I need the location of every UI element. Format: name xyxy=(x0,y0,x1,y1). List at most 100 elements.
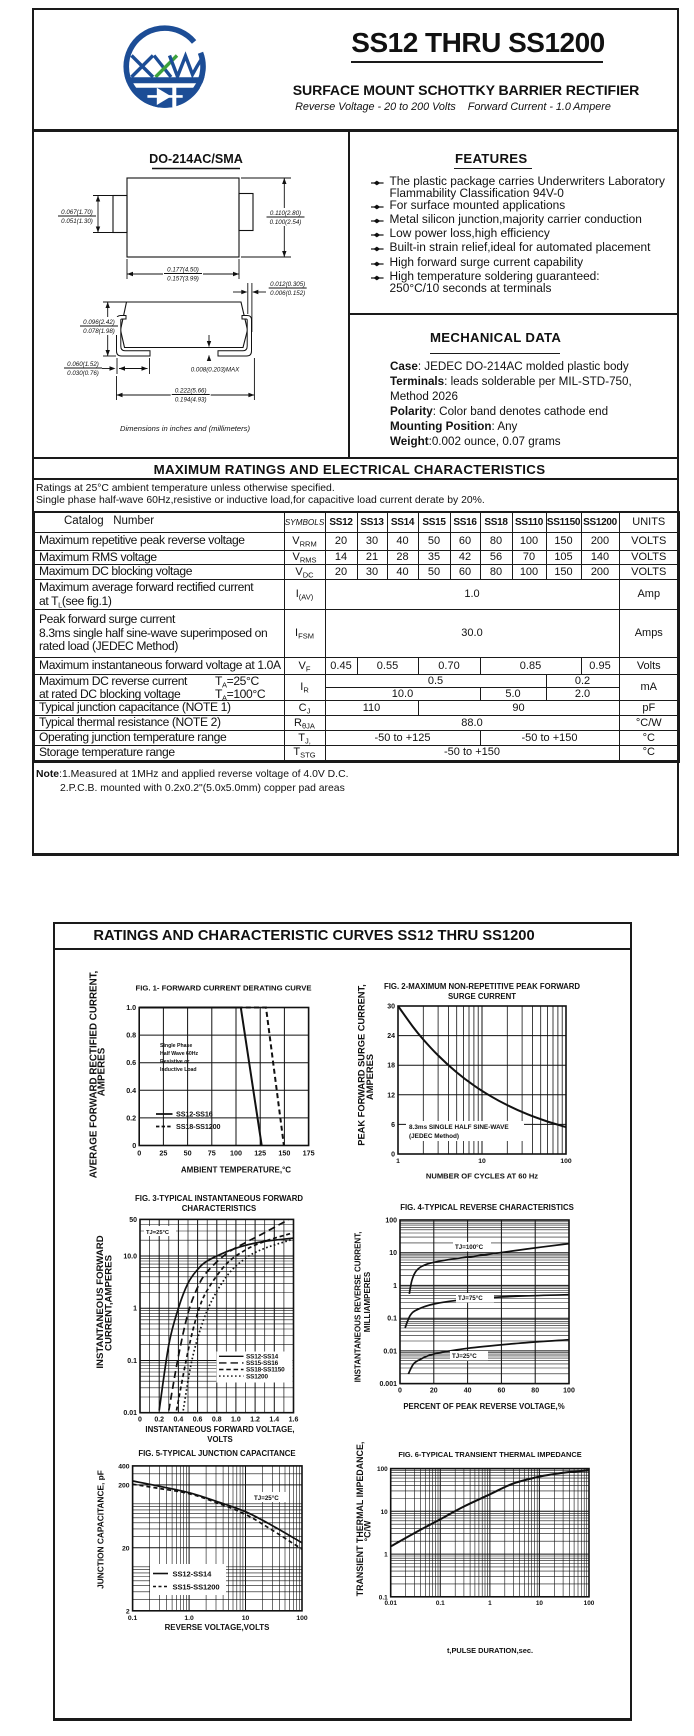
svg-text:FIG. 3-TYPICAL INSTANTANEOUS F: FIG. 3-TYPICAL INSTANTANEOUS FORWARD xyxy=(135,1194,303,1203)
svg-text:0.8: 0.8 xyxy=(126,1031,136,1040)
svg-text:AMPERES: AMPERES xyxy=(97,1047,108,1096)
svg-text:FIG. 4-TYPICAL REVERSE CHARACT: FIG. 4-TYPICAL REVERSE CHARACTERISTICS xyxy=(400,1203,574,1212)
svg-text:0.2: 0.2 xyxy=(154,1417,164,1424)
svg-text:0.012(0.305): 0.012(0.305) xyxy=(270,281,305,288)
svg-text:DO-214AC/SMA: DO-214AC/SMA xyxy=(149,152,243,166)
svg-text:0.060(1.52): 0.060(1.52) xyxy=(67,361,99,368)
svg-text:0.01: 0.01 xyxy=(123,1410,137,1417)
svg-text:SS18-SS1150: SS18-SS1150 xyxy=(246,1367,285,1374)
svg-text:0.078(1.98): 0.078(1.98) xyxy=(83,328,115,335)
svg-text:Half Wave 60Hz: Half Wave 60Hz xyxy=(160,1051,199,1057)
svg-text:SS12-SS16: SS12-SS16 xyxy=(176,1110,213,1119)
svg-text:1.2: 1.2 xyxy=(250,1417,260,1424)
svg-text:0: 0 xyxy=(398,1388,402,1395)
svg-text:0.177(4.50): 0.177(4.50) xyxy=(167,266,199,273)
svg-text:0.222(5.66): 0.222(5.66) xyxy=(175,387,207,394)
svg-text:TRANSIENT THERMAL IMPEDANCE,: TRANSIENT THERMAL IMPEDANCE, xyxy=(355,1442,365,1597)
svg-text:80: 80 xyxy=(531,1388,539,1395)
svg-text:20: 20 xyxy=(122,1545,130,1552)
svg-text:10.0: 10.0 xyxy=(123,1254,137,1261)
svg-text:100: 100 xyxy=(584,1600,595,1607)
svg-text:NUMBER OF CYCLES AT 60 Hz: NUMBER OF CYCLES AT 60 Hz xyxy=(426,1172,538,1181)
svg-text:(JEDEC Method): (JEDEC Method) xyxy=(409,1133,459,1140)
svg-text:0.01: 0.01 xyxy=(384,1600,397,1607)
svg-text:24: 24 xyxy=(387,1033,395,1040)
svg-text:6: 6 xyxy=(391,1122,395,1129)
svg-text:TJ=100°C: TJ=100°C xyxy=(455,1244,484,1251)
svg-text:AMPERES: AMPERES xyxy=(365,1054,375,1100)
svg-text:25: 25 xyxy=(159,1149,167,1158)
svg-text:1: 1 xyxy=(393,1283,397,1290)
svg-text:0.110(2.80): 0.110(2.80) xyxy=(270,210,301,217)
svg-text:50: 50 xyxy=(184,1149,192,1158)
svg-text:400: 400 xyxy=(118,1463,130,1470)
svg-text:VOLTS: VOLTS xyxy=(207,1435,232,1444)
svg-text:50: 50 xyxy=(129,1217,137,1224)
svg-text:Resistive or: Resistive or xyxy=(160,1059,189,1065)
svg-text:PERCENT OF PEAK REVERSE VOLTAG: PERCENT OF PEAK REVERSE VOLTAGE,% xyxy=(403,1402,564,1411)
svg-text:AVERAGE FORWARD RECTIFIED CURR: AVERAGE FORWARD RECTIFIED CURRENT, xyxy=(89,970,100,1178)
svg-text:10: 10 xyxy=(242,1615,250,1622)
svg-text:REVERSE VOLTAGE,VOLTS: REVERSE VOLTAGE,VOLTS xyxy=(165,1623,270,1632)
svg-text:1: 1 xyxy=(396,1158,400,1165)
svg-text:100: 100 xyxy=(560,1158,572,1165)
svg-text:TJ=75°C: TJ=75°C xyxy=(458,1295,483,1302)
svg-text:INSTANTANEOUS FORWARD: INSTANTANEOUS FORWARD xyxy=(95,1235,106,1368)
svg-text:FIG. 2-MAXIMUM NON-REPETITIVE: FIG. 2-MAXIMUM NON-REPETITIVE PEAK FORWA… xyxy=(384,982,580,991)
svg-text:0: 0 xyxy=(137,1149,141,1158)
svg-text:0.6: 0.6 xyxy=(126,1058,136,1067)
svg-text:TJ=25°C: TJ=25°C xyxy=(146,1230,170,1236)
svg-text:FIG. 5-TYPICAL JUNCTION CAPACI: FIG. 5-TYPICAL JUNCTION CAPACITANCE xyxy=(138,1449,295,1458)
svg-text:1.0: 1.0 xyxy=(184,1615,194,1622)
svg-text:0.100(2.54): 0.100(2.54) xyxy=(270,219,302,226)
svg-text:SS15-SS1200: SS15-SS1200 xyxy=(173,1582,220,1591)
svg-text:0.4: 0.4 xyxy=(174,1417,184,1424)
svg-text:100: 100 xyxy=(377,1466,388,1473)
svg-text:75: 75 xyxy=(208,1149,216,1158)
svg-text:AMBIENT TEMPERATURE,°C: AMBIENT TEMPERATURE,°C xyxy=(181,1166,291,1175)
svg-text:FIG. 6-TYPICAL TRANSIENT THERM: FIG. 6-TYPICAL TRANSIENT THERMAL IMPEDAN… xyxy=(398,1450,581,1459)
svg-text:100: 100 xyxy=(385,1218,397,1225)
svg-text:0: 0 xyxy=(391,1152,395,1159)
svg-text:100: 100 xyxy=(296,1615,308,1622)
svg-text:0.067(1.70): 0.067(1.70) xyxy=(61,209,93,216)
svg-text:10: 10 xyxy=(536,1600,544,1607)
svg-text:0.1: 0.1 xyxy=(379,1594,388,1601)
svg-text:MILLIAMPERES: MILLIAMPERES xyxy=(363,1271,372,1332)
svg-text:100: 100 xyxy=(230,1149,242,1158)
svg-text:0.1: 0.1 xyxy=(128,1615,138,1622)
svg-text:SS12-SS14: SS12-SS14 xyxy=(246,1354,279,1361)
svg-text:0.01: 0.01 xyxy=(383,1348,397,1355)
svg-text:0.008(0.203)MAX: 0.008(0.203)MAX xyxy=(191,367,240,374)
svg-text:175: 175 xyxy=(303,1149,315,1158)
svg-text:Single Phase: Single Phase xyxy=(160,1043,192,1049)
svg-text:0.6: 0.6 xyxy=(193,1417,203,1424)
svg-text:TJ=25°C: TJ=25°C xyxy=(452,1353,477,1360)
svg-text:10: 10 xyxy=(478,1158,486,1165)
svg-text:SS18-SS1200: SS18-SS1200 xyxy=(176,1122,221,1131)
svg-text:SS15-SS16: SS15-SS16 xyxy=(246,1360,279,1367)
svg-text:Dimensions in inches and (mill: Dimensions in inches and (millimeters) xyxy=(120,424,250,433)
svg-text:CHARACTERISTICS: CHARACTERISTICS xyxy=(182,1204,257,1213)
svg-text:1: 1 xyxy=(133,1306,137,1313)
svg-text:0.1: 0.1 xyxy=(387,1316,397,1323)
svg-text:1.0: 1.0 xyxy=(231,1417,241,1424)
svg-text:0.096(2.42): 0.096(2.42) xyxy=(83,319,115,326)
svg-text:1.0: 1.0 xyxy=(126,1003,136,1012)
svg-text:12: 12 xyxy=(387,1092,395,1099)
svg-text:10: 10 xyxy=(381,1509,389,1516)
svg-text:18: 18 xyxy=(387,1063,395,1070)
svg-text:INSTANTANEOUS REVERSE CURRENT,: INSTANTANEOUS REVERSE CURRENT, xyxy=(354,1232,363,1383)
svg-text:1: 1 xyxy=(384,1552,388,1559)
svg-text:0: 0 xyxy=(138,1417,142,1424)
svg-text:INSTANTANEOUS FORWARD VOLTAGE,: INSTANTANEOUS FORWARD VOLTAGE, xyxy=(145,1425,294,1434)
svg-text:0.194(4.93): 0.194(4.93) xyxy=(175,397,207,404)
svg-text:1.6: 1.6 xyxy=(289,1417,299,1424)
svg-text:100: 100 xyxy=(563,1388,575,1395)
svg-text:0.006(0.152): 0.006(0.152) xyxy=(270,290,305,297)
svg-text:FIG. 1- FORWARD CURRENT DERATI: FIG. 1- FORWARD CURRENT DERATING CURVE xyxy=(136,984,312,993)
svg-text:0.001: 0.001 xyxy=(379,1381,397,1388)
svg-text:SS12-SS14: SS12-SS14 xyxy=(173,1569,213,1578)
svg-text:40: 40 xyxy=(464,1388,472,1395)
svg-text:2: 2 xyxy=(126,1608,130,1615)
